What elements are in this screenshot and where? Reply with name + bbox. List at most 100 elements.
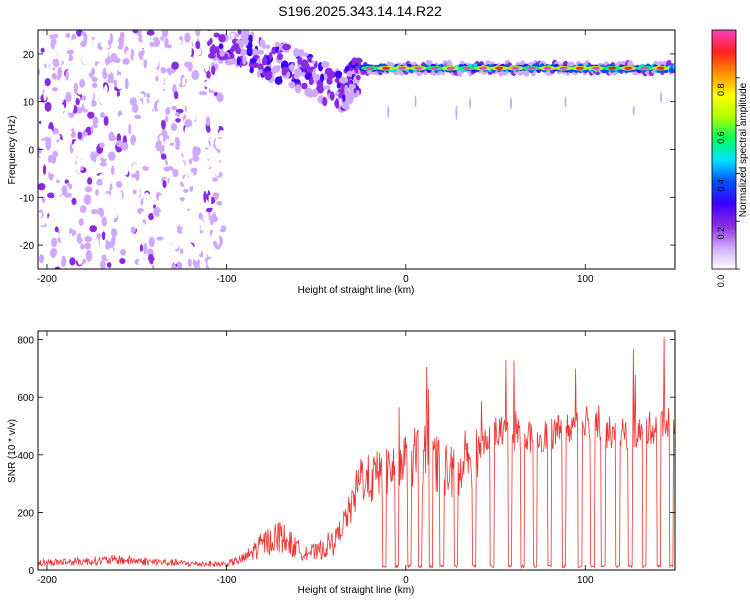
heatmap-cell [119, 240, 123, 247]
heatmap-cell [441, 107, 444, 120]
heatmap-cell [77, 243, 81, 255]
heatmap-cell [619, 94, 622, 107]
snr-ylabel: SNR (10 * v/v) [7, 419, 18, 483]
heatmap-cell [123, 210, 129, 220]
heatmap-cell [171, 168, 179, 178]
heatmap-cell [344, 178, 347, 187]
heatmap-cell [218, 138, 222, 150]
heatmap-cell [250, 179, 255, 191]
heatmap-cell [230, 177, 234, 188]
heatmap-cell [148, 167, 156, 172]
heatmap-cell [68, 215, 74, 223]
heatmap-cell [217, 21, 226, 30]
heatmap-cell [194, 202, 200, 213]
heatmap-cell [326, 215, 329, 225]
heatmap-cell [182, 217, 187, 229]
heatmap-cell [304, 87, 313, 97]
heatmap-cell [54, 205, 60, 214]
heatmap-cell [252, 48, 259, 57]
heatmap-cell [154, 89, 162, 99]
heatmap-cell [277, 91, 283, 99]
heatmap-cell [168, 38, 173, 46]
heatmap-cell [230, 33, 235, 40]
heatmap-cell [231, 132, 235, 138]
heatmap-cell [171, 61, 180, 70]
heatmap-cell [213, 32, 220, 38]
heatmap-cell [93, 138, 98, 148]
heatmap-cell [240, 235, 244, 244]
heatmap-cell [160, 153, 167, 160]
heatmap-cell [286, 222, 290, 228]
heatmap-cell [193, 111, 197, 121]
heatmap-cell [479, 66, 488, 70]
heatmap-cell [171, 105, 178, 111]
heatmap-cell [199, 153, 207, 166]
heatmap-cell [169, 74, 176, 79]
colorbar-ticks: 0.0 0.2 0.4 0.6 0.8 [716, 77, 740, 287]
heatmap-cell [58, 209, 62, 214]
heatmap-cell [104, 84, 108, 95]
heatmap-cell [115, 180, 123, 188]
heatmap-cell [84, 172, 90, 177]
heatmap-cell [46, 162, 55, 170]
heatmap-cell [215, 85, 223, 94]
heatmap-cell [38, 199, 43, 205]
heatmap-cell [257, 69, 261, 79]
heatmap-cell [326, 30, 329, 36]
heatmap-cell [184, 119, 193, 128]
heatmap-cell [83, 99, 92, 110]
heatmap-cell [509, 96, 512, 110]
heatmap-cell [75, 98, 80, 106]
heatmap-cell [292, 116, 295, 124]
heatmap-cell [117, 74, 122, 83]
snr-plot-area [38, 331, 675, 570]
heatmap-cell [38, 123, 43, 131]
heatmap-cell [298, 48, 305, 58]
heatmap-cell [257, 57, 261, 64]
heatmap-cell [255, 177, 258, 185]
heatmap-cell [235, 128, 238, 139]
heatmap-cell [195, 101, 199, 107]
heatmap-cell [117, 66, 126, 73]
heatmap-cell [190, 172, 194, 178]
heatmap-cell [63, 192, 72, 198]
heatmap-cell [373, 106, 376, 116]
heatmap-cell [274, 259, 279, 268]
heatmap-cell [84, 186, 93, 193]
heatmap-cell [267, 154, 270, 160]
heatmap-cell [211, 105, 218, 116]
heatmap-cell [105, 193, 110, 200]
heatmap-cell [98, 84, 104, 96]
heatmap-cell [428, 92, 431, 109]
heatmap-cell [163, 190, 169, 200]
heatmap-cell [110, 52, 118, 63]
heatmap-cell [184, 32, 191, 43]
colorbar-tick-label: 0.6 [716, 131, 726, 144]
heatmap-cell [107, 71, 114, 84]
heatmap-cell [446, 66, 455, 70]
heatmap-cell [462, 66, 471, 70]
heatmap-cell [39, 190, 46, 199]
heatmap-cell [73, 82, 79, 95]
heatmap-cell [117, 206, 121, 212]
heatmap-cell [38, 231, 42, 243]
heatmap-cell [66, 143, 70, 154]
heatmap-cell [274, 76, 283, 85]
heatmap-cell [209, 37, 213, 45]
heatmap-cell [78, 71, 84, 78]
heatmap-cell [118, 153, 123, 165]
heatmap-cell [199, 63, 205, 70]
heatmap-cell [259, 69, 263, 74]
heatmap-cell [310, 32, 316, 45]
heatmap-cell [235, 82, 238, 88]
heatmap-cell [62, 79, 67, 86]
heatmap-cell [66, 49, 75, 55]
heatmap-cell [197, 118, 205, 128]
heatmap-cell [316, 83, 324, 92]
heatmap-cell [70, 39, 79, 51]
heatmap-cell [318, 266, 322, 269]
y-tick-label: 600 [17, 393, 34, 404]
heatmap-cell [275, 223, 278, 233]
